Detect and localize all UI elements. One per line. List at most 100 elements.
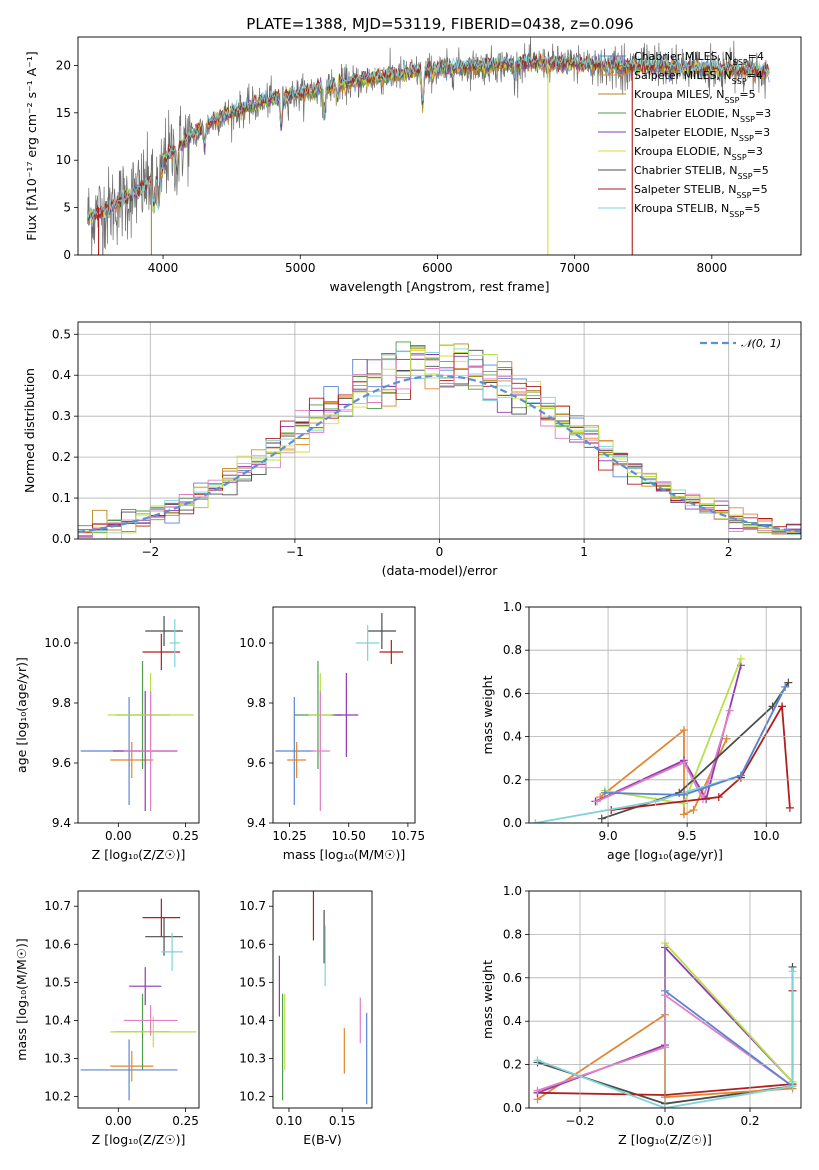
y-tick-label: 10.3 — [44, 1052, 71, 1066]
y-tick-label: 0.4 — [503, 1014, 522, 1028]
y-tick-label: 10.6 — [239, 937, 266, 951]
y-tick-label: 10.2 — [44, 1090, 71, 1104]
mass-vs-Z-plot-area — [80, 898, 197, 1101]
y-axis-label: mass weight — [480, 675, 495, 754]
weight-series-line — [535, 686, 787, 823]
y-tick-label: 10.4 — [239, 1013, 266, 1027]
y-tick-label: 10.6 — [44, 937, 71, 951]
age-vs-mass-plot-area — [275, 613, 404, 811]
axes-frame — [528, 890, 802, 1109]
model-spectrum — [87, 53, 770, 221]
axes-frame — [77, 321, 802, 540]
x-tick-label: 0.2 — [740, 1114, 759, 1128]
axes-frame — [77, 890, 200, 1109]
x-tick-label: 0.25 — [172, 829, 199, 843]
age-vs-Z-plot-area — [80, 616, 194, 811]
y-tick-label: 9.6 — [247, 756, 266, 770]
legend-entry: Chabrier MILES, NSSP=4 — [634, 50, 764, 67]
legend-entry: 𝒩(0, 1) — [741, 337, 781, 350]
x-tick-label: 10.75 — [391, 829, 425, 843]
y-tick-label: 10 — [56, 153, 71, 167]
y-tick-label: 0.4 — [503, 730, 522, 744]
axes-frame — [272, 606, 416, 824]
x-tick-label: 0.00 — [105, 829, 132, 843]
x-axis-label: Z [log₁₀(Z/Z☉)] — [618, 1132, 712, 1147]
x-axis-label: age [log₁₀(age/yr)] — [607, 847, 723, 862]
weight-marker — [531, 819, 540, 823]
weight-marker — [651, 797, 660, 806]
y-tick-label: 0.6 — [503, 686, 522, 700]
x-tick-label: 7000 — [559, 261, 590, 275]
y-tick-label: 0.8 — [503, 643, 522, 657]
weight-marker — [788, 967, 797, 976]
y-tick-label: 0.2 — [503, 1058, 522, 1072]
spectrum-plot-area — [87, 37, 770, 255]
axes-frame — [528, 606, 802, 824]
legend-entry: Salpeter MILES, NSSP=4 — [634, 69, 763, 86]
y-tick-label: 9.4 — [52, 816, 71, 830]
x-tick-label: 8000 — [697, 261, 728, 275]
weight-vs-Z-plot-area — [533, 939, 797, 1108]
model-spectrum — [87, 52, 770, 221]
x-tick-label: 9.0 — [599, 829, 618, 843]
panel-residuals: −2 −1 0 1 2 0.0 0.1 0.2 0.3 0.4 0.5 (data-model)/er… — [22, 321, 802, 578]
weight-marker — [533, 1056, 542, 1065]
x-axis-label: Z [log₁₀(Z/Z☉)] — [92, 1132, 186, 1147]
y-tick-label: 0.3 — [52, 409, 71, 423]
y-axis-label: Flux [fλ10⁻¹⁷ erg cm⁻² s⁻¹ A⁻¹] — [24, 51, 39, 240]
weight-marker — [722, 734, 731, 743]
y-tick-label: 10.5 — [239, 975, 266, 989]
x-tick-label: 6000 — [422, 261, 453, 275]
x-tick-label: 0 — [436, 545, 444, 559]
y-tick-label: 10.7 — [239, 899, 266, 913]
y-tick-label: 10.7 — [44, 899, 71, 913]
y-tick-label: 9.6 — [52, 756, 71, 770]
weight-marker — [781, 682, 790, 691]
weight-series-line — [596, 710, 731, 803]
x-tick-label: −1 — [286, 545, 304, 559]
x-tick-label: 10.25 — [272, 829, 306, 843]
x-axis-label: mass [log₁₀(M/M☉)] — [283, 847, 405, 862]
y-tick-label: 10.0 — [239, 636, 266, 650]
x-tick-label: 0.25 — [172, 1114, 199, 1128]
weight-marker — [785, 803, 794, 812]
x-tick-label: 0.15 — [329, 1114, 356, 1128]
panel-age-vs-Z: 0.00 0.25 9.4 9.6 9.8 10.0 Z [log₁₀(Z/Z☉)] age … — [14, 606, 200, 862]
legend-entry: Salpeter STELIB, NSSP=5 — [634, 183, 768, 200]
x-tick-label: −0.2 — [565, 1114, 594, 1128]
x-tick-label: 10.50 — [332, 829, 366, 843]
weight-marker — [679, 810, 688, 819]
y-tick-label: 0.0 — [503, 1101, 522, 1115]
weight-series-line — [537, 971, 794, 1108]
weight-vs-age-plot-area — [531, 654, 794, 823]
weight-marker — [593, 797, 601, 806]
y-tick-label: 0.4 — [52, 368, 71, 382]
x-tick-label: 4000 — [148, 261, 179, 275]
figure-title: PLATE=1388, MJD=53119, FIBERID=0438, z=0… — [246, 15, 633, 33]
y-tick-label: 0.2 — [503, 773, 522, 787]
y-tick-label: 1.0 — [503, 884, 522, 898]
y-tick-label: 0.5 — [52, 327, 71, 341]
weight-series-line — [664, 990, 794, 1088]
weight-marker — [736, 771, 745, 780]
weight-marker — [679, 790, 688, 799]
x-tick-label: 2 — [725, 545, 733, 559]
panel-spectrum: 4000 5000 6000 7000 8000 0 5 10 15 20 wavelength [… — [24, 36, 802, 294]
weight-marker — [679, 726, 688, 735]
y-tick-label: 10.3 — [239, 1052, 266, 1066]
y-tick-label: 0 — [63, 248, 71, 262]
weight-series-line — [595, 665, 742, 803]
weight-marker — [784, 678, 793, 687]
y-tick-label: 10.2 — [239, 1090, 266, 1104]
panel-mass-vs-Z: 0.00 0.25 10.2 10.3 10.4 10.5 10.6 10.7 Z [log₁₀… — [14, 890, 200, 1147]
axes-frame — [77, 36, 802, 256]
weight-marker — [736, 654, 745, 663]
y-axis-label: mass [log₁₀(M/M☉)] — [14, 938, 29, 1060]
axes-frame — [77, 606, 200, 824]
x-axis-label: Z [log₁₀(Z/Z☉)] — [92, 847, 186, 862]
weight-marker — [714, 793, 723, 802]
weight-marker — [533, 1086, 542, 1095]
y-tick-label: 0.8 — [503, 927, 522, 941]
y-axis-label: mass weight — [480, 960, 495, 1039]
panel-weight-vs-age: 9.0 9.5 10.0 0.0 0.2 0.4 0.6 0.8 1.0 age [log₁₀(a… — [480, 600, 802, 862]
